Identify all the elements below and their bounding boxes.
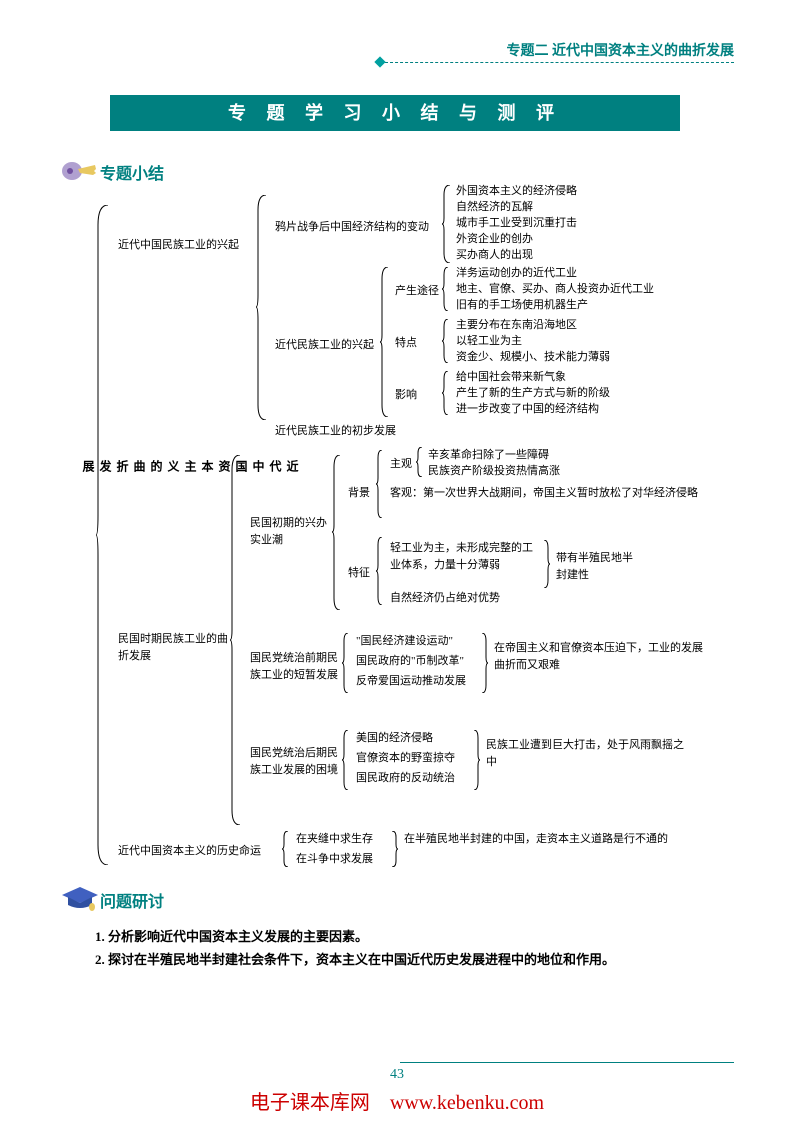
b2-label: 民国时期民族工业的曲折发展 xyxy=(118,631,228,664)
b2c1-label: 民国初期的兴办实业潮 xyxy=(250,515,330,548)
b1c2d1-i2: 旧有的手工场使用机器生产 xyxy=(456,297,588,314)
b1c3-label: 近代民族工业的初步发展 xyxy=(275,423,396,440)
b2c2-i2: 反帝爱国运动推动发展 xyxy=(356,673,466,690)
title-banner: 专 题 学 习 小 结 与 测 评 xyxy=(110,95,680,131)
b1c2d3-i1: 产生了新的生产方式与新的阶级 xyxy=(456,385,610,402)
b1c1-i2: 城市手工业受到沉重打击 xyxy=(456,215,577,232)
key-icon xyxy=(60,155,100,192)
b1c2d2-label: 特点 xyxy=(395,335,417,352)
header-divider xyxy=(380,62,734,63)
b3-i1: 在斗争中求发展 xyxy=(296,851,373,868)
tree-root: 近代中国资本主义的曲折发展 xyxy=(80,460,301,474)
b2c1d2-label: 特征 xyxy=(348,565,370,582)
b2c1d1-zhu1: 民族资产阶级投资热情高涨 xyxy=(428,463,560,480)
b2c1d2-i1: 自然经济仍占绝对优势 xyxy=(390,590,500,607)
b2c2-label: 国民党统治前期民族工业的短暂发展 xyxy=(250,650,345,683)
graduation-cap-icon xyxy=(60,883,100,920)
b3-i0: 在夹缝中求生存 xyxy=(296,831,373,848)
watermark-cn: 电子课本库网 xyxy=(250,1092,370,1114)
b2c1d1-label: 背景 xyxy=(348,485,370,502)
b1c1-i0: 外国资本主义的经济侵略 xyxy=(456,183,577,200)
b2c3-label: 国民党统治后期民族工业发展的困境 xyxy=(250,745,345,778)
b1c1-i3: 外资企业的创办 xyxy=(456,231,533,248)
b2c1d2-right: 带有半殖民地半封建性 xyxy=(556,550,636,583)
b3-right: 在半殖民地半封建的中国，走资本主义道路是行不通的 xyxy=(404,831,684,848)
discuss-heading: 问题研讨 xyxy=(100,888,164,912)
b1-label: 近代中国民族工业的兴起 xyxy=(118,237,239,254)
header-dot xyxy=(374,56,385,67)
question-1: 1. 分析影响近代中国资本主义发展的主要因素。 xyxy=(95,925,714,948)
b2c3-i1: 官僚资本的野蛮掠夺 xyxy=(356,750,455,767)
b2c2-right: 在帝国主义和官僚资本压迫下，工业的发展曲折而又艰难 xyxy=(494,640,704,673)
page-number: 43 xyxy=(0,1067,794,1083)
b3-label: 近代中国资本主义的历史命运 xyxy=(118,843,261,860)
b1c2d3-label: 影响 xyxy=(395,387,417,404)
footer-line xyxy=(400,1062,734,1063)
b1c2d2-i2: 资金少、规模小、技术能力薄弱 xyxy=(456,349,610,366)
b2c1d2-i0: 轻工业为主，未形成完整的工业体系，力量十分薄弱 xyxy=(390,540,540,573)
watermark-url: www.kebenku.com xyxy=(390,1092,544,1114)
watermark: 电子课本库网 www.kebenku.com xyxy=(0,1086,794,1115)
b1c2d1-label: 产生途径 xyxy=(395,283,439,300)
b1c2d1-i0: 洋务运动创办的近代工业 xyxy=(456,265,577,282)
b1c2-label: 近代民族工业的兴起 xyxy=(275,337,374,354)
chapter-header: 专题二 近代中国资本主义的曲折发展 xyxy=(507,40,735,60)
questions-block: 1. 分析影响近代中国资本主义发展的主要因素。 2. 探讨在半殖民地半封建社会条… xyxy=(95,925,714,972)
b1c2d3-i0: 给中国社会带来新气象 xyxy=(456,369,566,386)
b1c1-i1: 自然经济的瓦解 xyxy=(456,199,533,216)
b2c1d1-ke: 客观：第一次世界大战期间，帝国主义暂时放松了对华经济侵略 xyxy=(390,485,700,502)
b1c2d2-i1: 以轻工业为主 xyxy=(456,333,522,350)
b1c2d2-i0: 主要分布在东南沿海地区 xyxy=(456,317,577,334)
b1c1-i4: 买办商人的出现 xyxy=(456,247,533,264)
b2c3-i2: 国民政府的反动统治 xyxy=(356,770,455,787)
b2c2-i1: 国民政府的"币制改革" xyxy=(356,653,464,670)
b2c2-i0: "国民经济建设运动" xyxy=(356,633,453,650)
b1c2d1-i1: 地主、官僚、买办、商人投资办近代工业 xyxy=(456,281,654,298)
b2c1d1-zhu0: 辛亥革命扫除了一些障碍 xyxy=(428,447,549,464)
b2c3-i0: 美国的经济侵略 xyxy=(356,730,433,747)
b1c1-label: 鸦片战争后中国经济结构的变动 xyxy=(275,219,429,236)
summary-heading: 专题小结 xyxy=(100,160,164,184)
b2c1d1-zhu-label: 主观 xyxy=(390,456,412,473)
b1c2d3-i2: 进一步改变了中国的经济结构 xyxy=(456,401,599,418)
question-2: 2. 探讨在半殖民地半封建社会条件下，资本主义在中国近代历史发展进程中的地位和作… xyxy=(95,948,714,971)
b2c3-right: 民族工业遭到巨大打击，处于风雨飘摇之中 xyxy=(486,737,686,770)
